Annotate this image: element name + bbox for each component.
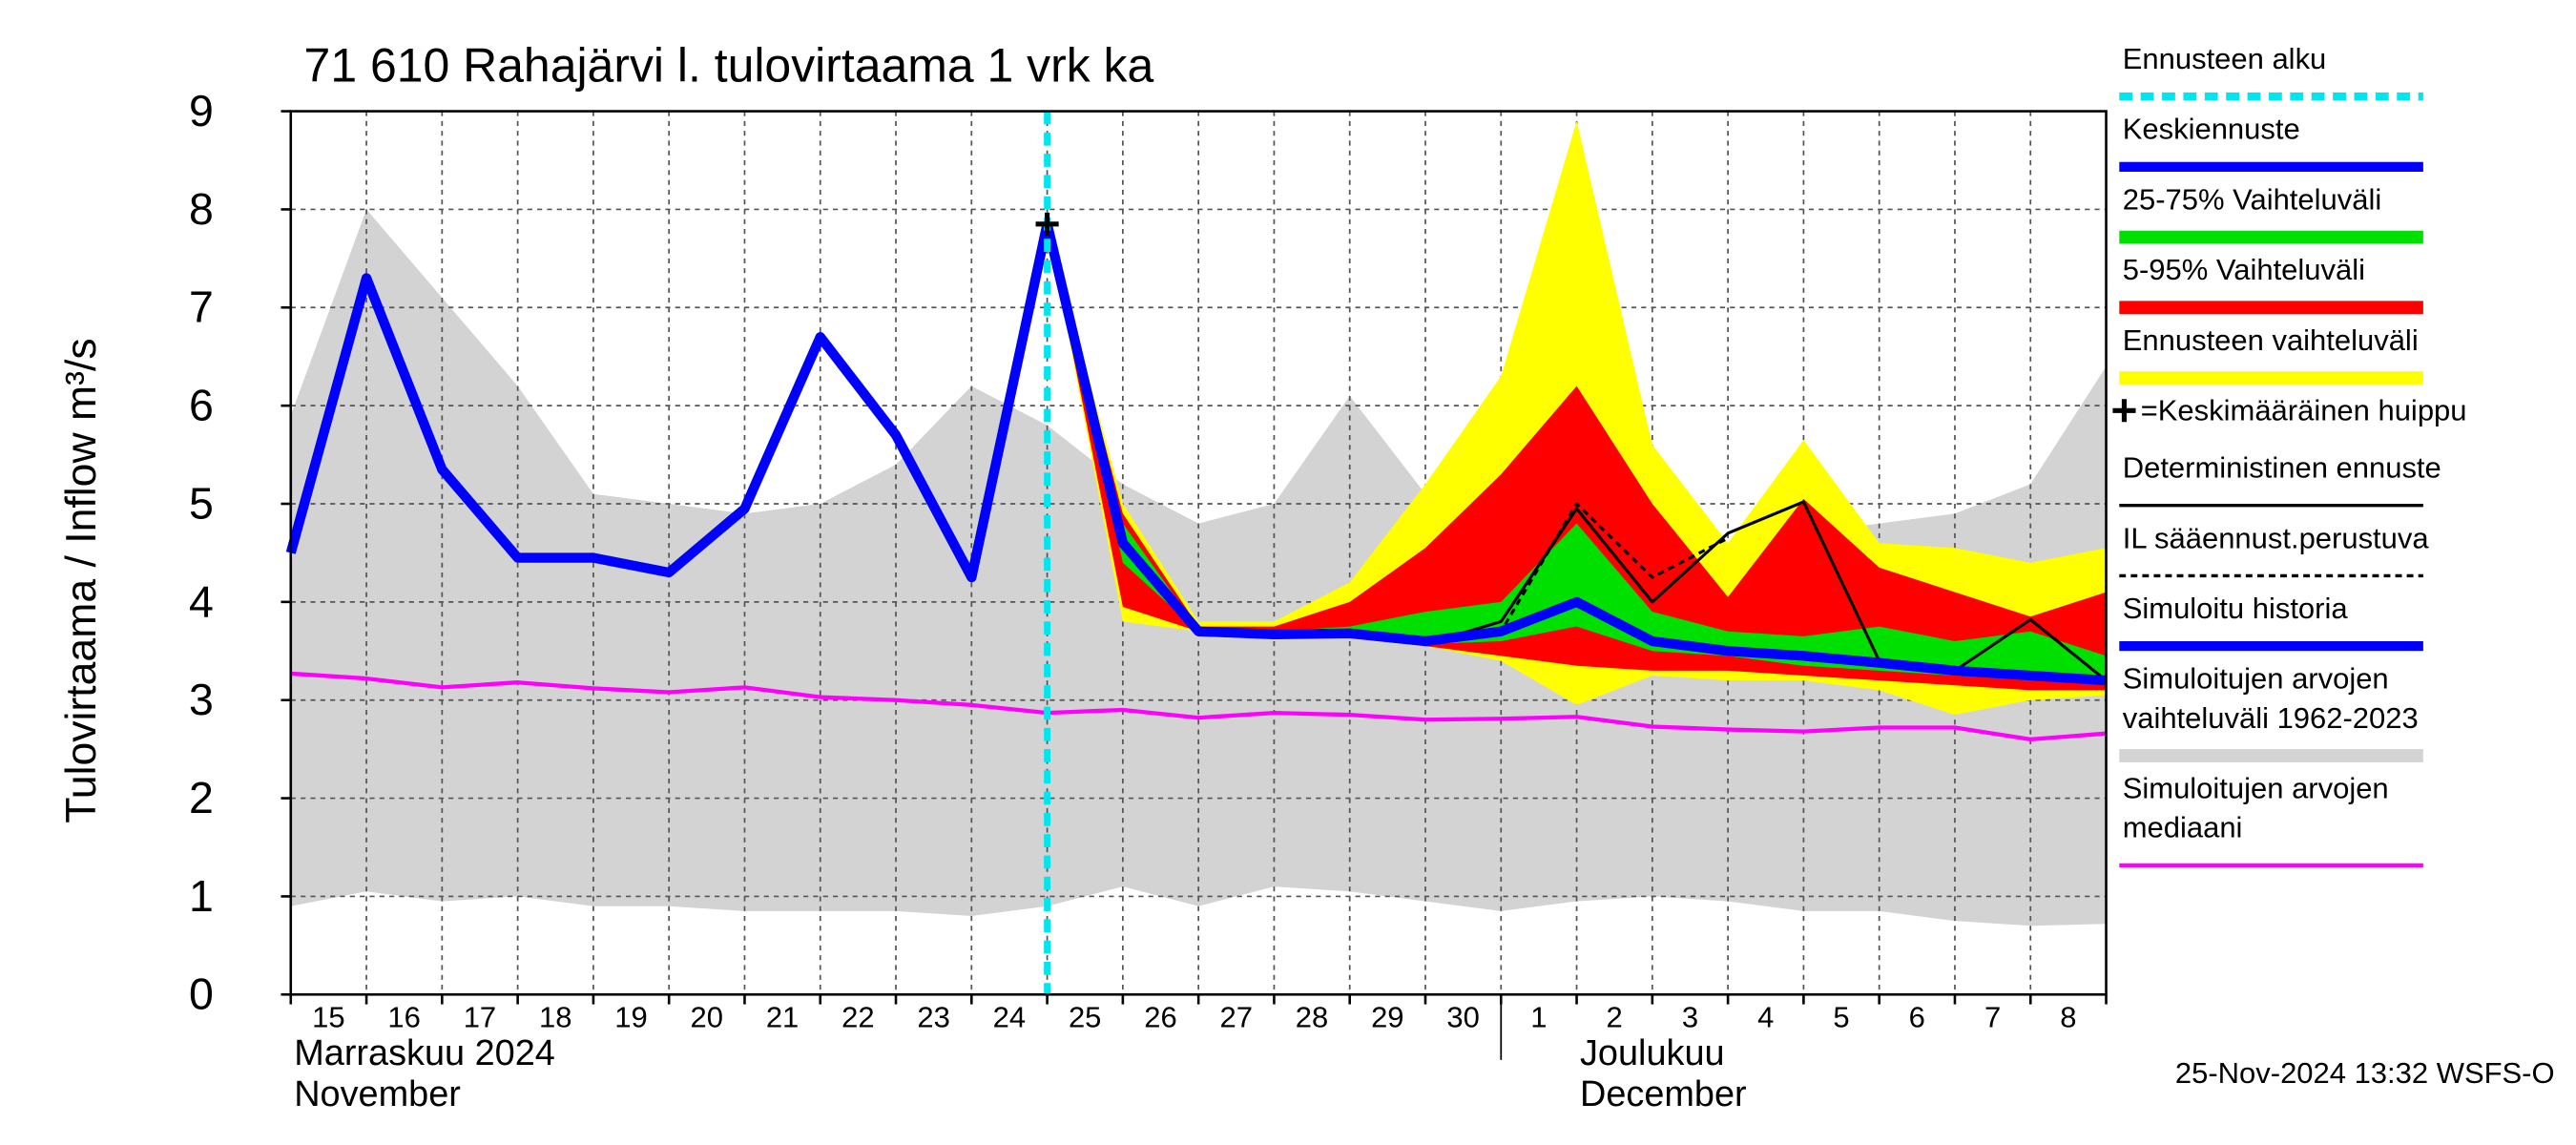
y-tick-label: 1	[189, 871, 214, 921]
legend-label: =Keskimääräinen huippu	[2141, 394, 2467, 427]
series-line	[285, 222, 1052, 583]
x-tick-label: 7	[1984, 1001, 2001, 1034]
y-tick-label: 3	[189, 675, 214, 724]
x-tick-label: 22	[841, 1001, 874, 1034]
x-tick-label: 17	[464, 1001, 496, 1034]
x-tick-label: 25	[1069, 1001, 1101, 1034]
legend-label: 25-75% Vaihteluväli	[2123, 182, 2381, 216]
legend-label: Simuloitujen arvojen vaihteluväli 1962-20…	[2123, 662, 2419, 735]
legend-label: Simuloitujen arvojen mediaani	[2123, 772, 2389, 844]
y-tick-label: 4	[189, 576, 214, 626]
month-label: Joulukuu	[1580, 1033, 1725, 1073]
month-label-en: December	[1580, 1074, 1747, 1114]
legend-label: Ennusteen alku	[2123, 42, 2327, 75]
range-band	[1047, 223, 2107, 691]
range-band	[1047, 223, 2107, 681]
y-tick-label: 7	[189, 282, 214, 332]
x-tick-label: 5	[1833, 1001, 1849, 1034]
x-tick-label: 8	[2060, 1001, 2076, 1034]
y-tick-label: 2	[189, 773, 214, 822]
x-tick-label: 1	[1530, 1001, 1547, 1034]
legend-label: Simuloitu historia	[2123, 592, 2349, 625]
x-tick-label: 18	[539, 1001, 571, 1034]
chart-title: 71 610 Rahajärvi l. tulovirtaama 1 vrk k…	[304, 39, 1154, 93]
x-tick-label: 21	[766, 1001, 799, 1034]
legend-label: Deterministinen ennuste	[2123, 451, 2441, 485]
x-tick-label: 19	[614, 1001, 647, 1034]
legend-marker	[2112, 399, 2136, 423]
x-tick-label: 6	[1909, 1001, 1925, 1034]
legend-label: 5-95% Vaihteluväli	[2123, 253, 2365, 286]
month-label: Marraskuu 2024	[294, 1033, 555, 1073]
footer: 25-Nov-2024 13:32 WSFS-O	[2175, 1056, 2555, 1090]
y-tick-label: 6	[189, 381, 214, 430]
month-label-en: November	[294, 1074, 461, 1114]
series-line	[1042, 222, 2107, 686]
y-tick-label: 5	[189, 479, 214, 529]
y-tick-label: 0	[189, 969, 214, 1019]
x-tick-label: 3	[1682, 1001, 1698, 1034]
legend-label: Keskiennuste	[2123, 113, 2300, 146]
x-tick-label: 23	[917, 1001, 949, 1034]
x-tick-label: 20	[691, 1001, 723, 1034]
y-axis-label: Tulovirtaama / Inflow m³/s	[58, 338, 105, 822]
peak-marker	[1035, 212, 1059, 236]
x-tick-label: 27	[1220, 1001, 1253, 1034]
legend-label: Ennusteen vaihteluväli	[2123, 323, 2419, 357]
x-tick-label: 15	[312, 1001, 344, 1034]
x-tick-label: 28	[1296, 1001, 1328, 1034]
legend: Ennusteen alku Keskiennuste 25-75% Vaihtel…	[2112, 42, 2467, 867]
x-tick-label: 24	[993, 1001, 1026, 1034]
series-line	[290, 671, 2107, 741]
x-tick-label: 29	[1371, 1001, 1403, 1034]
legend-label: IL sääennust.perustuva	[2123, 521, 2430, 554]
y-tick-label: 8	[189, 184, 214, 234]
x-tick-label: 2	[1607, 1001, 1623, 1034]
x-tick-label: 4	[1757, 1001, 1774, 1034]
y-tick-label: 9	[189, 86, 214, 135]
x-tick-label: 26	[1144, 1001, 1176, 1034]
x-tick-label: 30	[1446, 1001, 1479, 1034]
x-tick-label: 16	[387, 1001, 420, 1034]
